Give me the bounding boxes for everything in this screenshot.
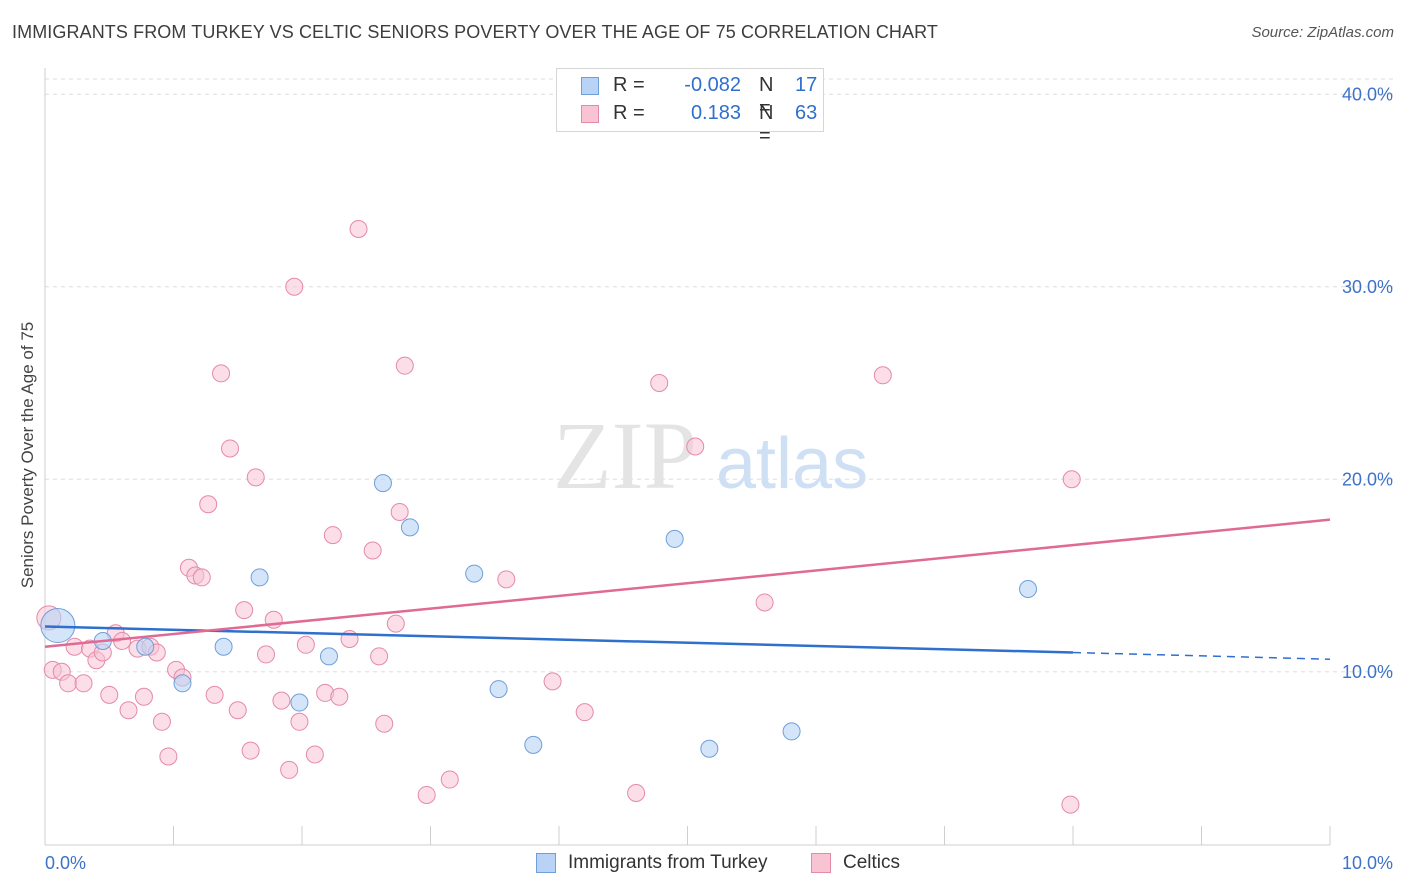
celtics-point (323, 526, 342, 545)
y-axis-label: Seniors Poverty Over the Age of 75 (18, 321, 37, 589)
y-axis-label-wrap: Seniors Poverty Over the Age of 75 (0, 322, 37, 588)
turkey-point (319, 647, 338, 666)
celtics-point (192, 568, 211, 587)
celtics-point (212, 364, 231, 383)
celtics-point (395, 356, 414, 375)
r-label: R = (613, 102, 645, 124)
watermark: ZIP atlas (553, 402, 868, 509)
turkey-point (524, 735, 543, 754)
turkey-point (489, 680, 508, 699)
turkey-trend-extension (1072, 651, 1331, 660)
celtics-point (228, 701, 247, 720)
grid-lines (45, 78, 1395, 673)
turkey-point (782, 722, 801, 741)
y-tick-label: 20.0% (1342, 469, 1393, 489)
y-tick-label: 30.0% (1342, 277, 1393, 297)
celtics-point (59, 674, 78, 693)
celtics-trend-line (44, 518, 1331, 648)
celtics-point (285, 277, 304, 296)
turkey-point (465, 564, 484, 583)
celtics-point (296, 635, 315, 654)
celtics-point (159, 747, 178, 766)
celtics-point (235, 601, 254, 620)
celtics-point (290, 712, 309, 731)
turkey-point (250, 568, 269, 587)
celtics-point (627, 784, 646, 803)
celtics-point (440, 770, 459, 789)
celtics-point (74, 674, 93, 693)
celtics-point (241, 741, 260, 760)
n-label: N = (759, 102, 774, 147)
celtics-point (199, 495, 218, 514)
celtics-point (370, 647, 389, 666)
celtics-point (305, 745, 324, 764)
celtics-point (1061, 795, 1080, 814)
turkey-point (173, 674, 192, 693)
celtics-point (755, 593, 774, 612)
celtics-swatch (581, 105, 599, 123)
turkey-point (214, 637, 233, 656)
celtics-point (221, 439, 240, 458)
celtics-point (650, 374, 669, 392)
celtics-point (375, 714, 394, 733)
celtics-point (100, 685, 119, 704)
celtics-point (280, 760, 299, 779)
turkey-legend-label: Immigrants from Turkey (568, 852, 768, 873)
celtics-point (543, 672, 562, 691)
celtics-point (257, 645, 276, 664)
celtics-point (417, 785, 436, 804)
r-value: -0.082 (684, 74, 741, 96)
y-tick-label: 40.0% (1342, 84, 1393, 104)
y-tick-label: 10.0% (1342, 662, 1393, 682)
turkey-point (40, 608, 76, 644)
turkey-point (700, 739, 719, 758)
turkey-point (290, 693, 309, 712)
celtics-point (386, 614, 405, 633)
chart-title: IMMIGRANTS FROM TURKEY VS CELTIC SENIORS… (12, 22, 939, 42)
celtics-point (65, 637, 84, 656)
celtics-point (113, 631, 132, 650)
celtics-point (363, 541, 382, 560)
axes (44, 68, 1331, 846)
celtics-point (134, 687, 153, 706)
turkey-points (40, 474, 1038, 758)
celtics-point (330, 687, 349, 706)
celtics-point (873, 366, 892, 385)
trend-lines (44, 518, 1331, 660)
tick-labels: 10.0% 20.0% 30.0% 40.0% 0.0% 10.0% (45, 84, 1393, 873)
x-tick-label: 10.0% (1342, 853, 1393, 873)
celtics-points (36, 220, 1081, 814)
celtics-point (119, 701, 138, 720)
source-label: Source: ZipAtlas.com (1251, 24, 1394, 41)
celtics-point (497, 570, 516, 589)
celtics-point (575, 703, 594, 722)
turkey-point (136, 637, 155, 656)
n-value: 63 (795, 102, 818, 124)
celtics-point (205, 685, 224, 704)
watermark-zip: ZIP (553, 402, 697, 509)
r-label: R = (613, 74, 645, 96)
turkey-swatch (581, 77, 599, 95)
watermark-atlas: atlas (716, 424, 868, 504)
celtics-point (272, 691, 291, 710)
celtics-point (686, 437, 705, 456)
turkey-swatch (536, 853, 556, 873)
celtics-point (246, 468, 265, 487)
celtics-point (152, 712, 171, 731)
celtics-point (1062, 470, 1081, 489)
turkey-point (400, 518, 419, 537)
n-label: N = (759, 74, 774, 119)
turkey-point (1019, 579, 1038, 598)
turkey-point (665, 529, 684, 548)
r-value: 0.183 (690, 102, 741, 124)
x-tick-label: 0.0% (45, 853, 86, 873)
stats-legend: R = -0.082 N = 17 R = 0.183 N = 63 (556, 68, 824, 147)
celtics-point (349, 220, 368, 238)
celtics-swatch (811, 853, 831, 873)
turkey-point (373, 474, 392, 493)
celtics-point (390, 502, 409, 521)
n-value: 17 (795, 74, 818, 96)
celtics-legend-label: Celtics (843, 852, 901, 873)
